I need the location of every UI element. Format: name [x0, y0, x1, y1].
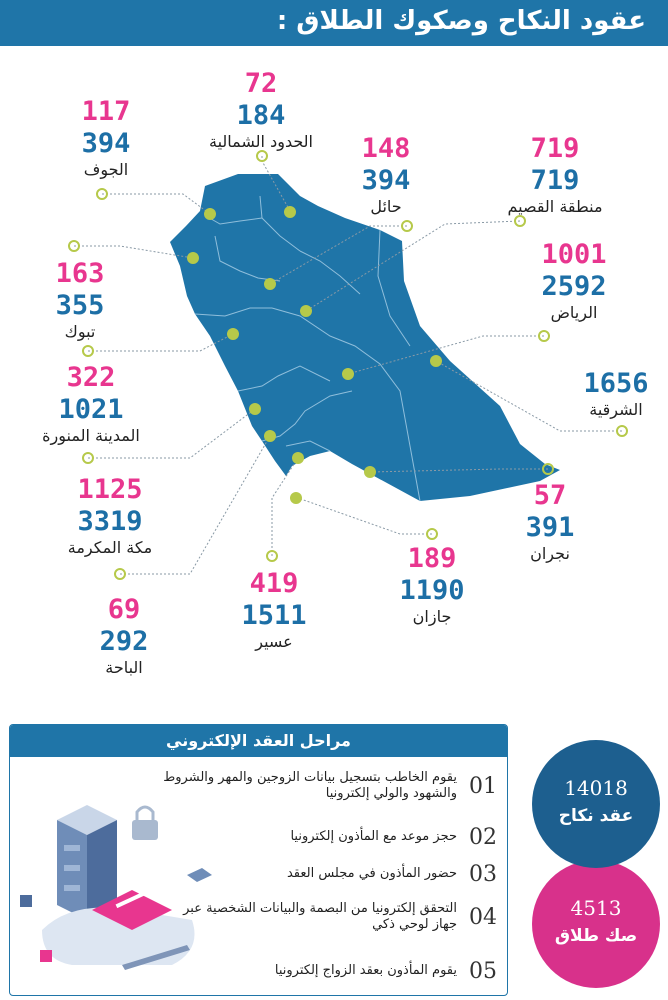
- divorce-count: 1511: [241, 600, 307, 631]
- region-name: مكة المكرمة: [67, 538, 153, 557]
- region-riyadh: 1001 2592 الرياض: [536, 241, 612, 321]
- stage-step-5: يقوم المأذون بعقد الزواج إلكترونيا 05: [157, 959, 497, 984]
- stage-step-1: يقوم الخاطب بتسجيل بيانات الزوجين والمهر…: [157, 770, 497, 803]
- region-madinah: 322 1021 المدينة المنورة: [26, 364, 156, 444]
- marriage-count: 322: [66, 362, 116, 393]
- saudi-map: [68, 150, 628, 580]
- marriage-count: 719: [530, 133, 580, 164]
- divorce-count: 2592: [541, 271, 607, 302]
- pen-icon: [122, 945, 190, 970]
- page-title: عقود النكاح وصكوك الطلاق :: [276, 6, 646, 36]
- region-baha: 69 292 الباحة: [96, 596, 152, 676]
- label-rings: [68, 150, 628, 580]
- region-jazan: 189 1190 جازان: [398, 545, 466, 625]
- region-najran: 57 391 نجران: [520, 482, 580, 562]
- marriage-count: 163: [55, 258, 105, 289]
- region-name: منطقة القصيم: [507, 197, 603, 216]
- marriage-count: 69: [107, 594, 141, 625]
- chip-icon: [187, 868, 212, 882]
- step-text: يقوم المأذون بعقد الزواج إلكترونيا: [274, 963, 457, 979]
- marriage-count: 117: [81, 96, 131, 127]
- divorce-count: 394: [361, 165, 411, 196]
- region-asir: 419 1511 عسير: [240, 570, 308, 650]
- leader-lines: [74, 156, 622, 575]
- region-name: الحدود الشمالية: [209, 132, 313, 151]
- divorce-count: 184: [236, 100, 286, 131]
- region-name: تبوك: [64, 322, 96, 341]
- region-name: الباحة: [105, 658, 143, 677]
- step-number: 03: [469, 862, 497, 887]
- step-text: يقوم الخاطب بتسجيل بيانات الزوجين والمهر…: [163, 770, 457, 802]
- divorce-count: 719: [530, 165, 580, 196]
- header-bar: عقود النكاح وصكوك الطلاق :: [0, 0, 668, 46]
- divorce-total-circle: 4513 صك طلاق: [532, 860, 660, 988]
- region-makkah: 1125 3319 مكة المكرمة: [48, 476, 172, 556]
- stage-step-2: حجز موعد مع المأذون إلكترونيا 02: [157, 825, 497, 850]
- region-eastern: 1656 الشرقية: [578, 370, 654, 418]
- divorce-total-label: صك طلاق: [554, 926, 638, 946]
- step-number: 05: [469, 959, 497, 984]
- divorce-total-number: 4513: [570, 896, 622, 920]
- region-name: جازان: [412, 607, 452, 626]
- map-shape: [170, 174, 560, 501]
- tablet-icon: [92, 890, 172, 930]
- marriage-total-label: عقد نكاح: [558, 806, 634, 826]
- divorce-count: 292: [99, 626, 149, 657]
- region-tabuk: 163 355 تبوك: [54, 260, 106, 340]
- divorce-count: 1656: [583, 368, 649, 399]
- marriage-total-number: 14018: [564, 776, 628, 800]
- step-text: حضور المأذون في مجلس العقد: [286, 866, 457, 882]
- region-name: الجوف: [83, 160, 129, 179]
- region-qassim: 719 719 منطقة القصيم: [495, 135, 615, 215]
- region-name: المدينة المنورة: [42, 426, 140, 445]
- divorce-count: 355: [55, 290, 105, 321]
- marriage-count: 419: [249, 568, 299, 599]
- step-number: 01: [469, 773, 497, 799]
- divorce-count: 1021: [58, 394, 124, 425]
- region-name: الشرقية: [589, 400, 643, 419]
- divorce-count: 394: [81, 128, 131, 159]
- step-number: 04: [469, 904, 497, 930]
- region-name: الرياض: [550, 303, 598, 322]
- marriage-count: 1001: [541, 239, 607, 270]
- divorce-count: 1190: [399, 575, 465, 606]
- divorce-count: 391: [525, 512, 575, 543]
- paper-scroll-icon: [42, 907, 195, 965]
- stage-step-3: حضور المأذون في مجلس العقد 03: [157, 862, 497, 887]
- marriage-count: 57: [533, 480, 567, 511]
- region-jouf: 117 394 الجوف: [80, 98, 132, 178]
- step-text: حجز موعد مع المأذون إلكترونيا: [290, 829, 457, 845]
- region-borders: [194, 195, 421, 502]
- region-name: نجران: [530, 544, 570, 563]
- marriage-total-circle: 14018 عقد نكاح: [532, 740, 660, 868]
- pink-cube-icon: [40, 950, 52, 962]
- marriage-count: 148: [361, 133, 411, 164]
- stages-title: مراحل العقد الإلكتروني: [10, 725, 507, 757]
- region-name: عسير: [255, 632, 293, 651]
- lock-icon: [132, 805, 158, 840]
- region-name: حائل: [370, 197, 402, 216]
- cube-icon: [20, 895, 32, 907]
- region-hail: 148 394 حائل: [356, 135, 416, 215]
- divorce-count: 3319: [77, 506, 143, 537]
- database-server-icon: [57, 805, 117, 920]
- step-text: التحقق إلكترونيا من البصمة والبيانات الش…: [183, 901, 457, 933]
- marriage-count: 189: [407, 543, 457, 574]
- marriage-count: 1125: [77, 474, 143, 505]
- marriage-count: 72: [244, 68, 278, 99]
- region-dots: [187, 206, 442, 504]
- e-contract-stages-panel: مراحل العقد الإلكتروني يقوم الخاطب بتسجي…: [9, 724, 508, 996]
- step-number: 02: [469, 825, 497, 850]
- server-tablet-illustration: [20, 805, 212, 970]
- stage-step-4: التحقق إلكترونيا من البصمة والبيانات الش…: [157, 901, 497, 934]
- region-northern-borders: 72 184 الحدود الشمالية: [196, 70, 326, 150]
